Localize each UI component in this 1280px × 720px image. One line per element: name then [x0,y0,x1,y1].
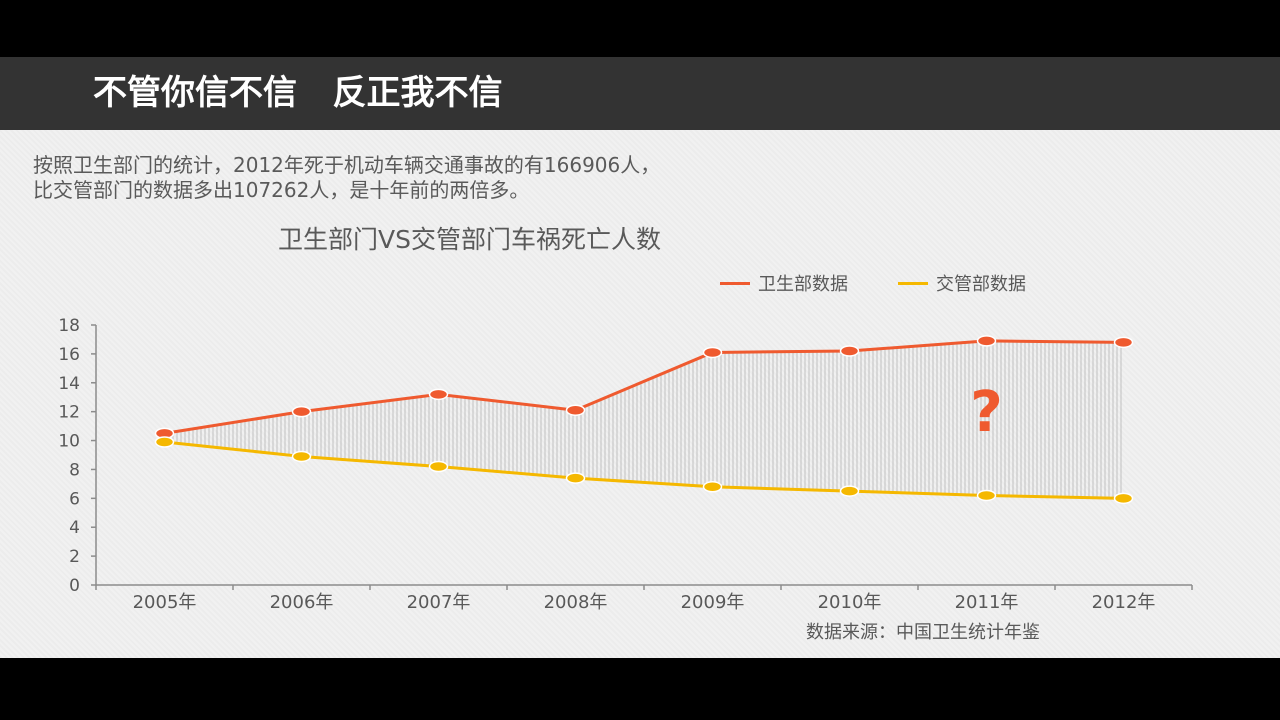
series-2-point [702,481,723,493]
series-2-point [976,489,997,502]
y-tick-label: 12 [58,403,80,423]
series-2-point [839,485,860,497]
y-tick-label: 6 [69,489,80,509]
series-1-point [976,335,997,347]
series-1-point [702,346,723,359]
series-1-point [1113,336,1134,349]
y-tick-label: 18 [58,316,80,336]
series-1-point [839,345,860,357]
between-area [164,340,1124,499]
x-tick-label: 2005年 [133,592,197,613]
legend-swatch-traffic [898,281,928,285]
source-note: 数据来源：中国卫生统计年鉴 [806,622,1040,643]
x-tick-label: 2007年 [407,592,471,613]
legend-label-health: 卫生部数据 [758,274,848,295]
series-2-point [428,460,449,473]
question-mark-annotation: ? [970,380,1002,445]
series-1-point [565,404,586,416]
legend-label-traffic: 交管部数据 [936,274,1026,295]
series-2-point [291,450,312,463]
description: 按照卫生部门的统计，2012年死于机动车辆交通事故的有166906人， 比交管部… [33,153,1253,203]
chart-legend: 卫生部数据 交管部数据 [720,270,1026,296]
series-line-2 [164,440,1124,500]
y-tick-label: 4 [69,518,80,538]
series-line-1 [164,339,1124,435]
series-1-point [291,405,312,418]
title-bar: 不管你信不信 反正我不信 [0,57,1280,130]
y-tick-label: 14 [58,374,80,394]
x-tick-label: 2011年 [955,592,1019,613]
y-tick-label: 16 [58,345,80,365]
legend-swatch-health [720,281,750,285]
y-tick-label: 8 [69,460,80,480]
y-tick-label: 0 [69,576,80,596]
series-2-point [565,472,586,484]
description-line-1: 按照卫生部门的统计，2012年死于机动车辆交通事故的有166906人， [33,153,661,177]
x-tick-label: 2008年 [544,592,608,613]
x-tick-label: 2009年 [681,592,745,613]
x-tick-label: 2012年 [1092,592,1156,613]
page-title: 不管你信不信 反正我不信 [93,73,503,113]
x-tick-label: 2006年 [270,592,334,613]
y-tick-label: 2 [69,547,80,567]
chart-title: 卫生部门VS交管部门车祸死亡人数 [278,225,661,254]
series-2-point [1113,492,1134,505]
y-tick-label: 10 [58,432,80,452]
series-1-point [428,388,449,401]
series-2-point [154,436,175,448]
legend-item-health: 卫生部数据 [720,270,848,296]
legend-item-traffic: 交管部数据 [898,270,1026,296]
x-tick-label: 2010年 [818,592,882,613]
slide: 不管你信不信 反正我不信 按照卫生部门的统计，2012年死于机动车辆交通事故的有… [0,57,1280,658]
description-line-2: 比交管部门的数据多出107262人，是十年前的两倍多。 [33,178,530,202]
line-chart: 0 2 4 6 8 10 12 14 16 18 2005年 2006年 2007年 2008年 2009年… [58,316,1193,613]
